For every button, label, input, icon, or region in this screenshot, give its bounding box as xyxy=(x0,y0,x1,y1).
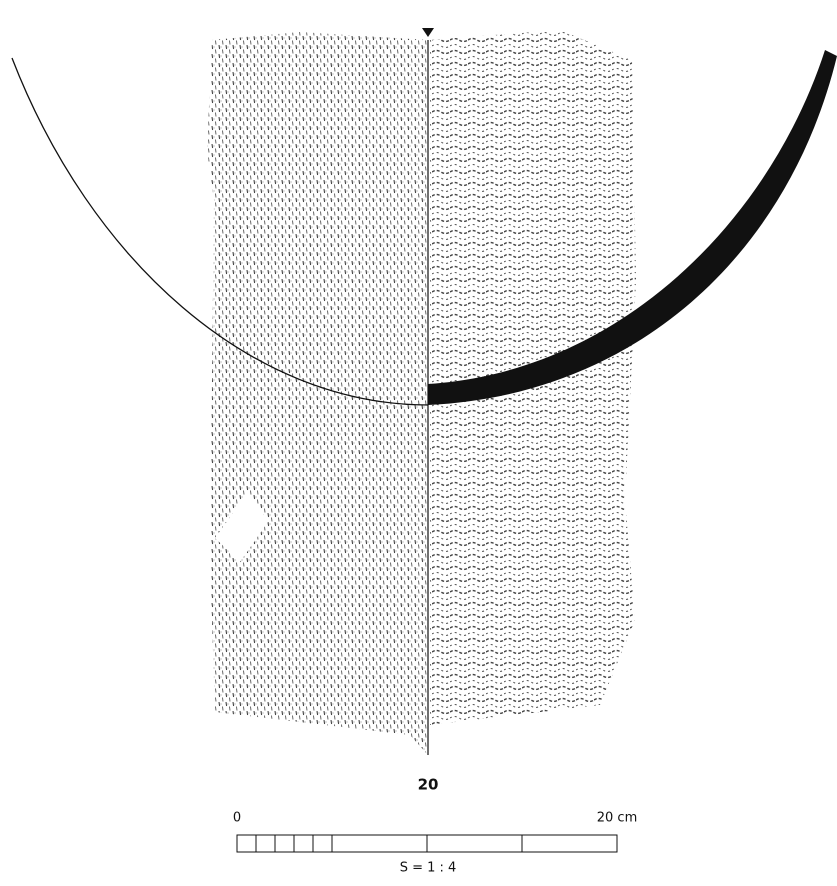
scale-bar xyxy=(237,835,617,852)
center-marker xyxy=(422,28,434,37)
drawing-sheet: 20 0 20 cm S = 1 : 4 xyxy=(0,0,837,886)
exterior-rubbing xyxy=(207,32,428,755)
scale-ratio: S = 1 : 4 xyxy=(400,861,457,876)
figure-number: 20 xyxy=(418,776,439,794)
scale-start: 0 xyxy=(233,811,241,826)
scale-end: 20 cm xyxy=(597,811,638,826)
